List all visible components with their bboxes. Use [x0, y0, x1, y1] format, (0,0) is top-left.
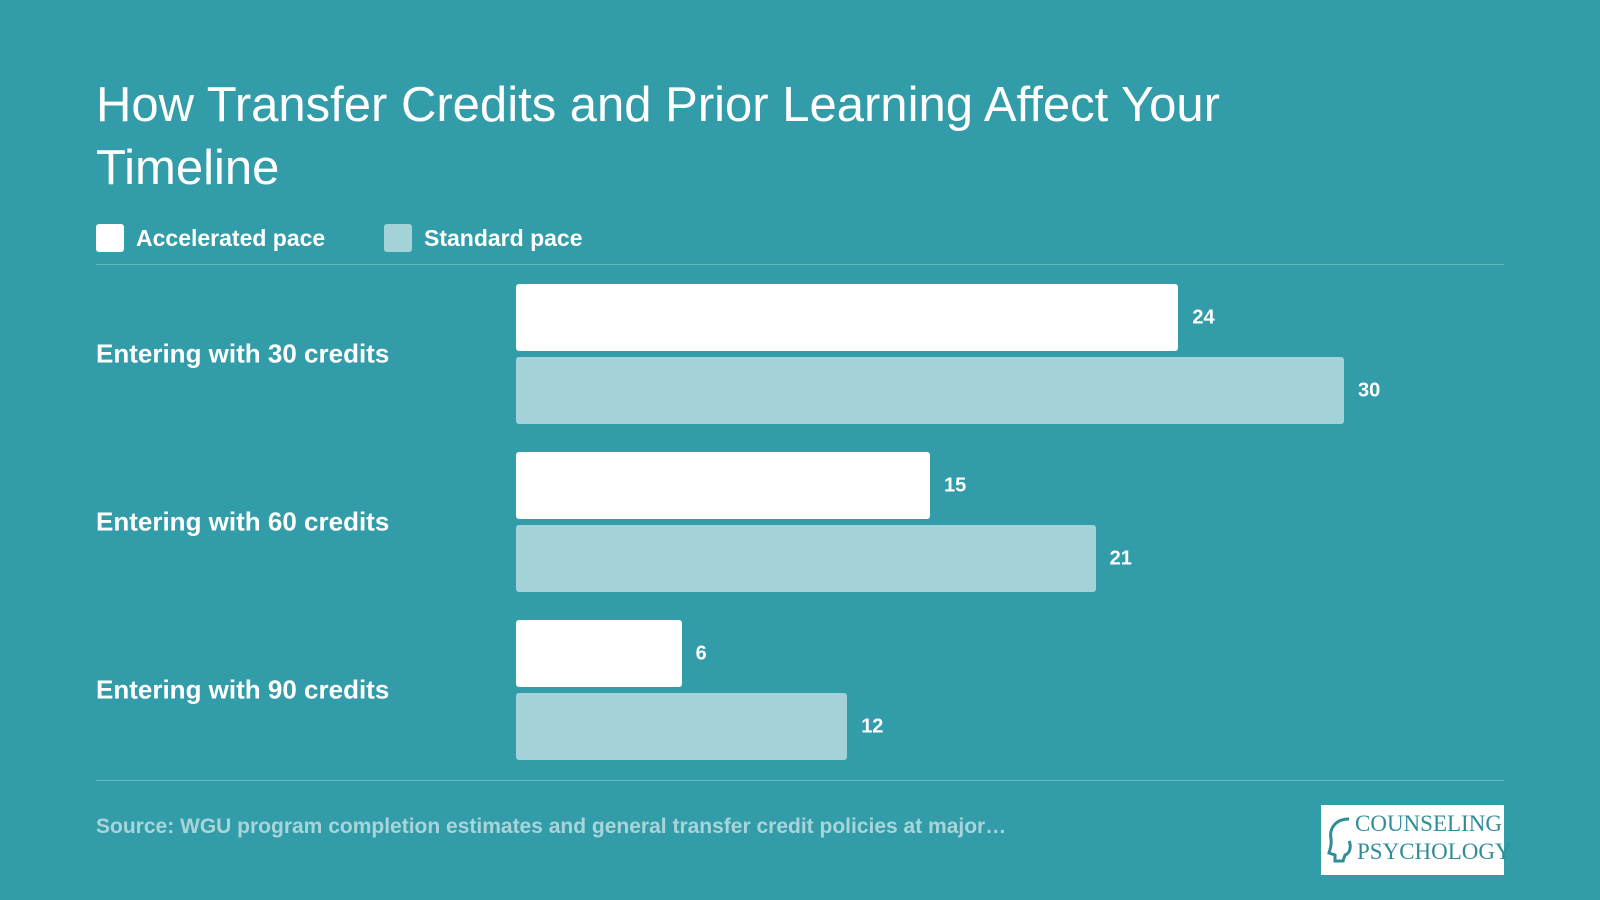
bar	[516, 525, 1096, 592]
bar	[516, 620, 682, 687]
legend-item: Standard pace	[384, 224, 583, 252]
logo-text: PSYCHOLOGY	[1357, 839, 1512, 864]
value-label: 24	[1192, 306, 1215, 328]
bar	[516, 284, 1179, 351]
source-note: Source: WGU program completion estimates…	[96, 815, 1007, 838]
bar	[516, 452, 930, 519]
legend-item: Accelerated pace	[96, 224, 325, 252]
category-label: Entering with 60 credits	[96, 506, 390, 537]
logo: COUNSELING PSYCHOLOGY	[1321, 805, 1512, 875]
value-label: 30	[1358, 379, 1381, 401]
divider	[96, 780, 1504, 781]
legend-label: Standard pace	[424, 224, 583, 251]
legend-swatch	[384, 224, 412, 252]
legend-label: Accelerated pace	[136, 224, 326, 251]
value-label: 6	[695, 642, 707, 664]
logo-icon	[1327, 817, 1352, 863]
value-label: 12	[861, 715, 884, 737]
category-label: Entering with 90 credits	[96, 674, 390, 705]
value-label: 21	[1109, 547, 1132, 569]
logo-text: COUNSELING	[1355, 811, 1502, 836]
legend-swatch	[96, 224, 124, 252]
chart-title: How Transfer Credits and Prior Learning …	[96, 78, 1220, 195]
bar	[516, 357, 1344, 424]
category-label: Entering with 30 credits	[96, 338, 390, 369]
value-label: 15	[944, 474, 967, 496]
bar	[516, 693, 848, 760]
divider	[96, 264, 1504, 265]
